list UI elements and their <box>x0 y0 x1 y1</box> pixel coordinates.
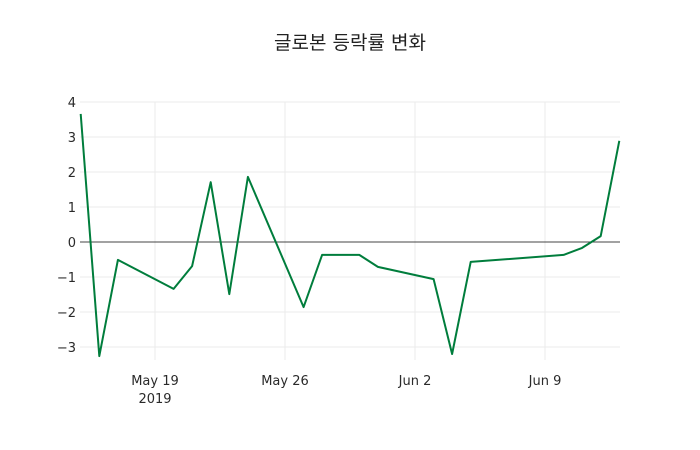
y-tick-label: −3 <box>57 341 76 356</box>
y-tick-label: −2 <box>57 306 76 321</box>
y-tick-label: 0 <box>68 236 76 251</box>
y-tick-label: −1 <box>57 271 76 286</box>
x-tick-label: May 19 <box>131 374 179 389</box>
x-tick-label: Jun 9 <box>528 374 562 389</box>
y-tick-label: 3 <box>68 131 76 146</box>
y-tick-label: 2 <box>68 166 76 181</box>
x-tick-sublabel: 2019 <box>138 392 171 407</box>
x-tick-label: Jun 2 <box>398 374 432 389</box>
chart-title: 글로본 등락률 변화 <box>274 32 426 54</box>
y-tick-label: 4 <box>68 96 76 111</box>
x-tick-label: May 26 <box>261 374 309 389</box>
data-line <box>79 113 621 358</box>
y-tick-label: 1 <box>68 201 76 216</box>
